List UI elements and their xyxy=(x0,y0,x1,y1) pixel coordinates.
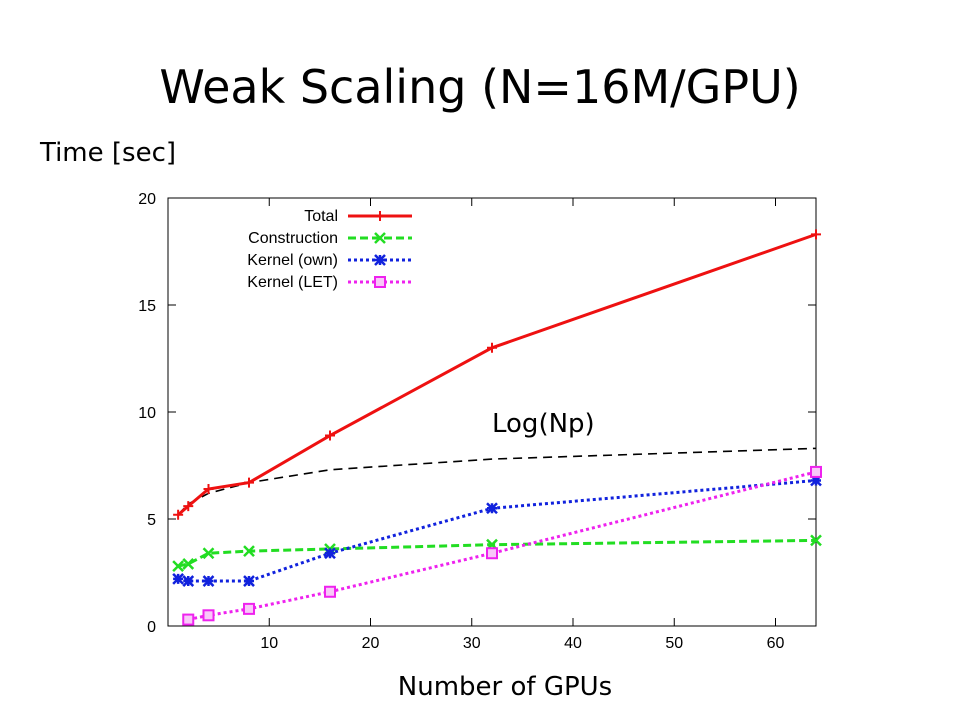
data-point xyxy=(810,534,822,547)
x-axis-label: Number of GPUs xyxy=(397,672,613,702)
series-layer xyxy=(172,229,822,626)
legend-label: Kernel (LET) xyxy=(247,274,338,291)
data-point xyxy=(324,547,336,560)
annotation-layer: Log(Np) xyxy=(177,409,817,516)
data-point xyxy=(244,477,254,488)
data-point xyxy=(811,229,821,240)
legend-label: Kernel (own) xyxy=(247,252,338,269)
log-np-annotation: Log(Np) xyxy=(492,409,595,439)
data-point xyxy=(810,474,822,487)
data-point xyxy=(202,609,215,622)
y-tick-label: 5 xyxy=(147,512,156,529)
y-tick-label: 15 xyxy=(138,298,156,315)
data-point xyxy=(172,573,185,585)
data-point xyxy=(182,575,195,587)
page-title: Weak Scaling (N=16M/GPU) xyxy=(159,60,801,114)
legend-label: Construction xyxy=(248,230,338,247)
data-point xyxy=(182,613,195,626)
series-line-3 xyxy=(187,470,817,622)
legend-marker xyxy=(374,232,386,244)
data-point xyxy=(202,547,215,560)
x-tick-label: 50 xyxy=(665,635,683,652)
data-point xyxy=(202,575,215,587)
data-point xyxy=(243,575,255,587)
legend: Total Construction Kernel (own) Kernel (LET… xyxy=(247,208,412,291)
data-point xyxy=(810,465,822,478)
legend-marker xyxy=(374,254,386,266)
data-point xyxy=(172,560,185,572)
data-point xyxy=(243,545,255,557)
y-axis-label: Time [sec] xyxy=(40,138,177,168)
data-point xyxy=(243,602,255,615)
data-point xyxy=(183,501,194,512)
legend-marker xyxy=(374,276,386,288)
x-tick-label: 30 xyxy=(463,635,481,652)
x-tick-label: 20 xyxy=(362,635,380,652)
data-point xyxy=(486,547,498,560)
legend-marker xyxy=(375,211,385,221)
axis-ticks: 10 20 30 40 50 60 0 5 10 15 20 xyxy=(138,191,816,652)
legend-label: Total xyxy=(304,208,338,225)
data-point xyxy=(173,509,184,520)
data-point xyxy=(487,342,497,353)
data-point xyxy=(486,502,498,515)
data-point xyxy=(325,430,335,441)
x-tick-label: 60 xyxy=(767,635,785,652)
y-tick-label: 0 xyxy=(147,619,156,636)
x-tick-label: 10 xyxy=(260,635,278,652)
data-point xyxy=(203,484,214,495)
data-point xyxy=(182,558,195,570)
data-point xyxy=(324,585,336,598)
y-tick-label: 20 xyxy=(138,191,156,208)
x-tick-label: 40 xyxy=(564,635,582,652)
y-tick-label: 10 xyxy=(138,405,156,422)
